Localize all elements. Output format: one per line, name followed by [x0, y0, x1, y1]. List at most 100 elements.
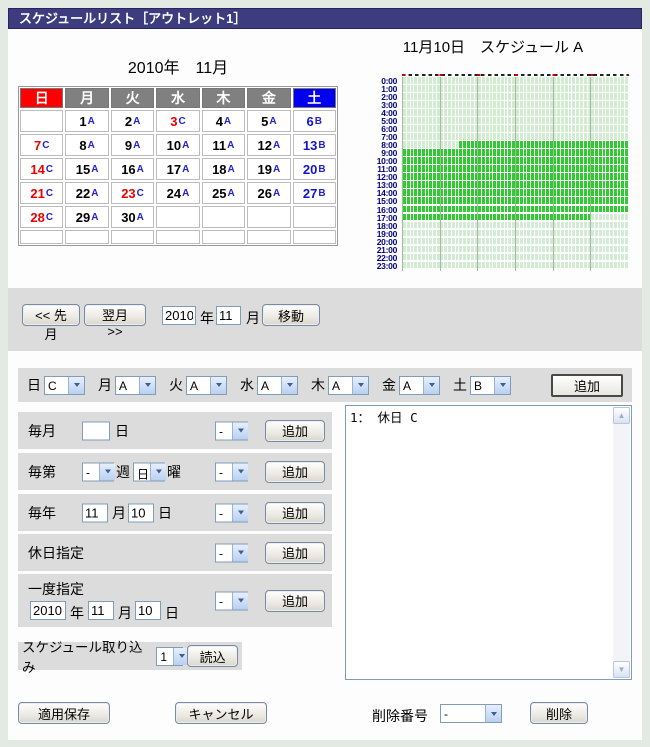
year-input[interactable] [162, 306, 196, 325]
chart-cell [440, 157, 444, 164]
chart-cell [542, 189, 546, 196]
once-schedule-select[interactable]: - [215, 591, 248, 610]
prev-month-button[interactable]: << 先月 [22, 304, 80, 342]
holiday-add-button[interactable]: 追加 [265, 541, 325, 564]
add-weekday-schedule-button[interactable]: 追加 [551, 373, 623, 397]
chart-cell [515, 125, 519, 132]
chart-cell [474, 133, 478, 140]
weekday-schedule-select-水[interactable]: A [257, 375, 298, 395]
once-schedule-value: - [219, 594, 223, 608]
chart-cell [546, 181, 549, 188]
weekday-schedule-select-火[interactable]: A [186, 375, 227, 395]
chart-cell [463, 197, 467, 204]
save-button[interactable]: 適用保存 [18, 702, 110, 724]
chart-cell [403, 213, 406, 221]
chart-cell [429, 181, 433, 188]
once-day-input[interactable] [135, 601, 161, 620]
weekday-schedule-select-月[interactable]: A [115, 375, 156, 395]
chart-cell [410, 221, 414, 229]
chart-cell [497, 197, 500, 204]
monthly-add-button[interactable]: 追加 [265, 419, 325, 442]
chart-cell [463, 221, 467, 229]
calendar-cell: 22 A [65, 182, 109, 204]
chart-cell [500, 189, 504, 196]
chart-cell [531, 189, 534, 196]
weekday-schedule-select-土[interactable]: B [470, 375, 511, 395]
chart-cell [576, 133, 579, 140]
list-item[interactable]: 1： 休日 C [350, 410, 418, 425]
chart-cell [515, 85, 519, 92]
import-number-select[interactable]: 1 [156, 646, 190, 666]
once-month-input[interactable] [88, 601, 114, 620]
chart-cell [557, 221, 561, 229]
chart-row [402, 245, 629, 253]
chart-cell [444, 205, 448, 212]
chart-cell [610, 197, 613, 204]
chart-cell [534, 253, 538, 261]
weekday-schedule-select-日[interactable]: C [44, 375, 85, 395]
chart-cell [617, 237, 621, 245]
chart-cell [403, 173, 406, 180]
yearly-add-button[interactable]: 追加 [265, 501, 325, 524]
chart-cell [482, 101, 485, 108]
chart-cell [527, 221, 531, 229]
yearly-schedule-select[interactable]: - [215, 503, 248, 522]
delete-button[interactable]: 削除 [530, 702, 588, 724]
calendar-cell [201, 206, 246, 228]
scrollbar-up-button[interactable]: ▲ [613, 407, 630, 424]
load-button[interactable]: 読込 [187, 645, 238, 667]
yearly-month-input[interactable] [82, 503, 108, 522]
holiday-schedule-select[interactable]: - [215, 543, 248, 562]
chart-cell [523, 93, 527, 100]
scrollbar-down-button[interactable]: ▼ [613, 661, 630, 678]
move-button[interactable]: 移動 [262, 304, 320, 326]
chart-cell [572, 205, 576, 212]
chart-cell [515, 213, 519, 221]
chart-cell [470, 149, 474, 156]
calendar-cell: 12 A [247, 134, 291, 156]
weekday-label-月: 月 [98, 377, 112, 393]
month-input[interactable] [216, 306, 241, 325]
schedule-list[interactable]: 1： 休日 C ▲ ▼ [345, 405, 632, 680]
chart-cell [474, 197, 478, 204]
chart-cell [538, 141, 542, 148]
day-of-week-select[interactable]: 日 [133, 462, 166, 481]
once-add-button[interactable]: 追加 [265, 589, 325, 612]
chart-cell [470, 141, 474, 148]
chart-cell [561, 213, 564, 221]
scrollbar-track[interactable]: ▲ ▼ [613, 407, 630, 678]
calendar-schedule-letter: A [272, 187, 281, 199]
chart-cell [414, 109, 418, 116]
chart-cell [557, 165, 561, 172]
chart-cell [436, 133, 440, 140]
chart-cell [470, 245, 474, 253]
once-year-input[interactable] [30, 601, 66, 620]
nth-add-button[interactable]: 追加 [265, 460, 325, 483]
chart-cell [579, 117, 583, 124]
chart-cell [485, 253, 489, 261]
cancel-button[interactable]: キャンセル [175, 702, 267, 724]
monthly-day-input[interactable] [82, 421, 110, 440]
chart-cell [512, 77, 515, 84]
next-month-button[interactable]: 翌月 >> [84, 304, 146, 339]
chart-row [402, 229, 629, 237]
calendar-day-header-水: 水 [156, 88, 200, 108]
weekday-schedule-select-金[interactable]: A [399, 375, 440, 395]
chart-cell [561, 85, 564, 92]
weekday-schedule-select-木[interactable]: A [328, 375, 369, 395]
chart-cell [534, 221, 538, 229]
yearly-day-input[interactable] [128, 503, 154, 522]
nth-schedule-select[interactable]: - [215, 462, 248, 481]
chart-cell [568, 165, 572, 172]
chart-cell [463, 157, 467, 164]
monthly-schedule-select[interactable]: - [215, 421, 248, 440]
chart-cell [418, 77, 421, 84]
chart-cell [519, 237, 523, 245]
chart-cell [440, 189, 444, 196]
delete-number-select[interactable]: - [440, 704, 502, 723]
chart-cell [583, 189, 587, 196]
chart-cell [497, 101, 500, 108]
nth-week-select[interactable]: - [82, 462, 115, 481]
chart-cell [549, 125, 553, 132]
